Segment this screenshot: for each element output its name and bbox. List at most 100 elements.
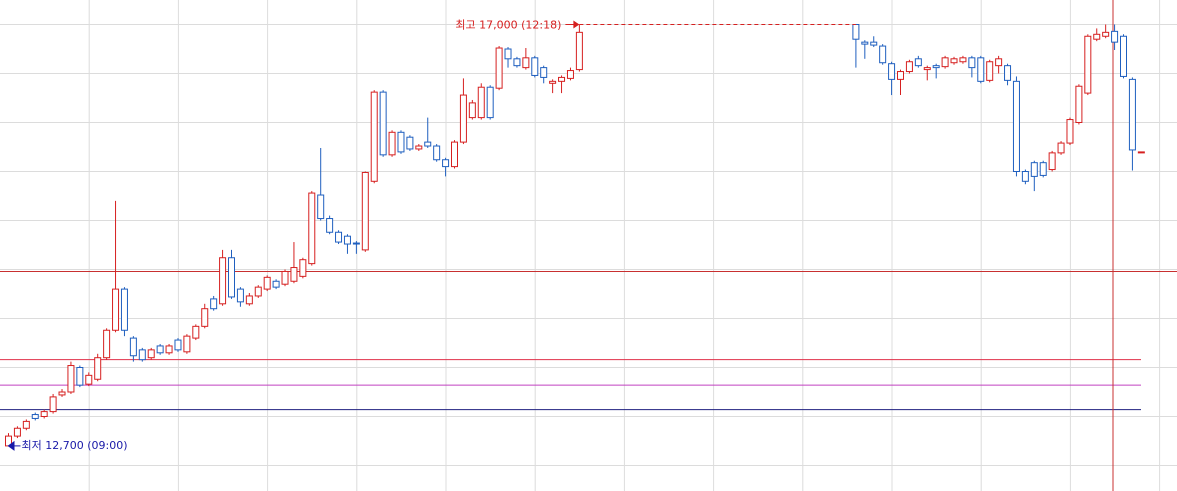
candle-body (1111, 30, 1119, 43)
candle-body (513, 58, 521, 67)
candle-body (174, 339, 182, 351)
candle-body (201, 308, 209, 327)
candle-body (165, 345, 173, 354)
candle-body (861, 41, 869, 45)
candle-body (566, 70, 574, 79)
candle-body (959, 57, 967, 63)
candle-body (558, 76, 566, 82)
candle-body (495, 47, 503, 89)
candle-body (888, 63, 896, 80)
candle-body (1128, 78, 1136, 151)
candle-body (352, 242, 360, 245)
candle-body (459, 94, 467, 143)
candle-body (210, 298, 218, 310)
candle-body (40, 411, 48, 418)
candle-body (308, 192, 316, 265)
candle-body (468, 102, 476, 119)
candle-body (335, 231, 343, 243)
candle-body (1030, 162, 1038, 177)
candle-body (1048, 152, 1056, 171)
candle-body (575, 31, 583, 71)
candle-body (272, 280, 280, 288)
candle-body (852, 24, 860, 40)
candle-body (986, 61, 994, 81)
candle-body (67, 365, 75, 393)
candle-body (94, 357, 102, 380)
candle-body (138, 349, 146, 361)
candle-body (897, 71, 904, 80)
candle-body (1102, 31, 1110, 37)
candle-body (932, 65, 940, 69)
candle-body (1084, 35, 1092, 94)
candle-body (22, 420, 30, 429)
candle-body (156, 345, 164, 354)
candle-body (85, 374, 93, 385)
candle-body (923, 67, 931, 71)
candle-body (1066, 119, 1074, 144)
candle-body (370, 91, 378, 182)
candle-body (397, 131, 405, 153)
candle-body (914, 58, 922, 67)
candle-body (129, 337, 137, 357)
candle-body (549, 80, 557, 84)
candle-body (522, 57, 530, 69)
candle-body (281, 270, 289, 285)
low-annotation: 최저 12,700 (09:00) (22, 439, 128, 452)
candle-body (388, 131, 396, 156)
low-arrow (7, 440, 15, 451)
candle-body (219, 257, 227, 305)
candle-body (941, 57, 949, 68)
candle-body (290, 267, 298, 282)
candle-body (49, 396, 57, 413)
candle-body (1075, 85, 1083, 123)
candle-body (1021, 171, 1029, 182)
high-arrow (573, 20, 580, 29)
candle-body (120, 288, 128, 331)
candle-body (1120, 35, 1127, 77)
candle-body (1039, 162, 1047, 176)
candle-body (228, 257, 235, 298)
candle-body (968, 57, 976, 69)
candle-body (1004, 65, 1012, 81)
candle-body (13, 427, 21, 437)
candle-body (504, 48, 512, 60)
candle-body (870, 41, 878, 46)
candle-body (245, 295, 253, 305)
candle-body (379, 91, 387, 156)
candle-body (531, 57, 539, 76)
candle-body (477, 86, 485, 119)
candle-body (451, 141, 458, 168)
candle-body (343, 235, 351, 245)
candle-body (31, 414, 39, 419)
high-annotation: 최고 17,000 (12:18) (455, 19, 561, 32)
candle-body (183, 335, 191, 353)
candle-body (254, 286, 262, 297)
candle-body (326, 218, 334, 233)
candle-body (147, 349, 155, 359)
candle-body (1057, 142, 1065, 154)
candle-body (424, 141, 432, 147)
candle-body (433, 145, 441, 161)
candle-body (76, 367, 84, 386)
candle-body (486, 86, 494, 119)
candle-body (299, 259, 307, 277)
candle-body (879, 45, 887, 64)
candle-body (1012, 80, 1020, 172)
candle-body (905, 61, 913, 73)
candle-body (317, 194, 325, 220)
candle-body (415, 145, 423, 150)
candle-body (1137, 151, 1145, 154)
candle-body (263, 276, 271, 290)
candle-body (977, 57, 985, 82)
candle-body (236, 288, 244, 303)
candle-body (58, 391, 66, 396)
candle-body (112, 288, 120, 331)
candle-body (540, 67, 548, 78)
candle-body (192, 325, 200, 339)
candle-body (995, 58, 1003, 67)
candle-body (442, 159, 450, 168)
candle-body (950, 58, 958, 64)
candle-body (361, 171, 369, 251)
candle-body (1093, 33, 1101, 40)
candle-body (406, 136, 414, 150)
